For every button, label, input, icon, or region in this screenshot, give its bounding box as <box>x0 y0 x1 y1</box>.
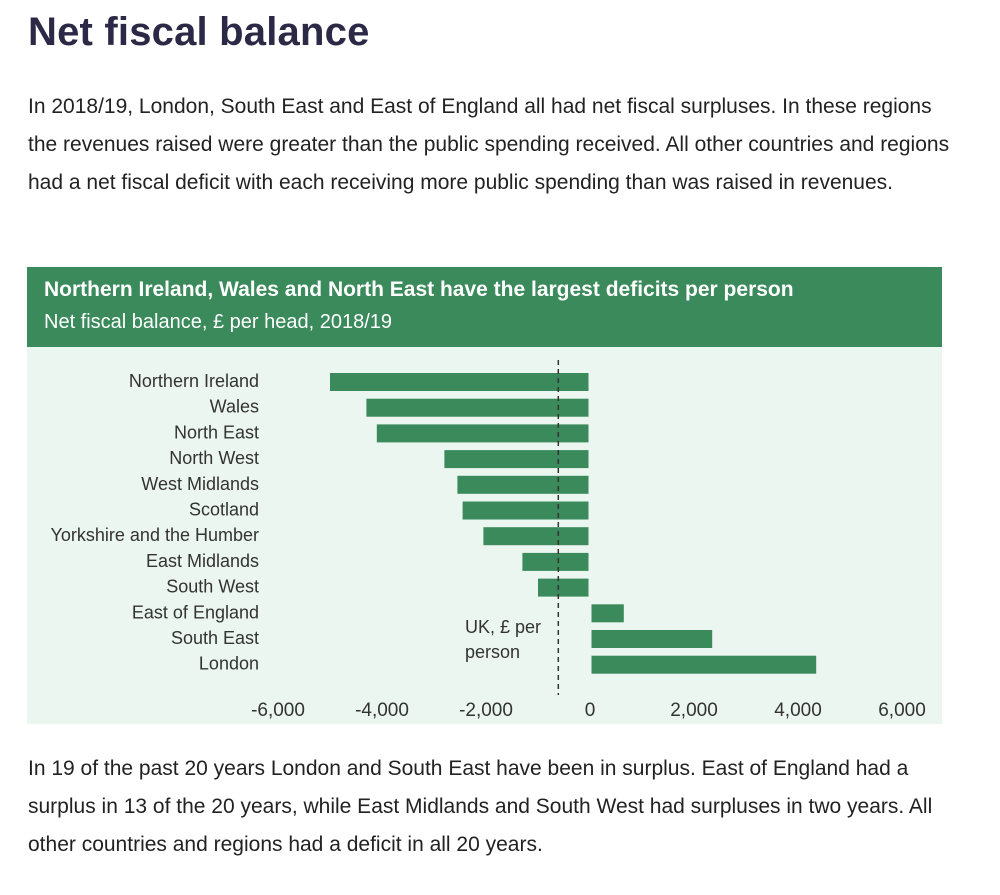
category-label: South East <box>171 628 259 648</box>
bar <box>330 373 589 391</box>
bar <box>444 450 589 469</box>
chart-title: Northern Ireland, Wales and North East h… <box>44 278 794 301</box>
x-tick-label: 6,000 <box>878 700 926 721</box>
category-label: Wales <box>210 397 259 417</box>
uk-average-label: person <box>465 642 520 662</box>
x-tick-label: -4,000 <box>355 700 409 721</box>
x-tick-label: -6,000 <box>251 700 305 721</box>
x-tick-label: 2,000 <box>670 700 718 721</box>
bar <box>376 424 589 443</box>
x-tick-label: -2,000 <box>459 700 513 721</box>
bar-chart: Northern Ireland Wales North East North Wes… <box>51 360 926 721</box>
bar <box>462 501 589 520</box>
bar <box>522 552 589 571</box>
intro-paragraph: In 2018/19, London, South East and East … <box>28 95 950 194</box>
bar <box>483 527 589 546</box>
category-label: Northern Ireland <box>129 371 259 391</box>
chart-subtitle: Net fiscal balance, £ per head, 2018/19 <box>44 311 393 333</box>
category-label: East Midlands <box>146 551 259 571</box>
category-label: East of England <box>132 602 259 622</box>
bar <box>591 604 624 623</box>
category-label: North East <box>174 422 259 442</box>
x-tick-label: 4,000 <box>774 700 822 721</box>
category-label: South West <box>166 577 259 597</box>
category-label: London <box>199 654 259 674</box>
category-label: West Midlands <box>141 474 259 494</box>
bar <box>538 578 589 597</box>
uk-average-label: UK, £ per <box>465 617 541 637</box>
page-title: Net fiscal balance <box>28 10 370 54</box>
bar <box>457 475 589 494</box>
bar <box>366 398 589 417</box>
outro-paragraph: In 19 of the past 20 years London and So… <box>28 757 933 856</box>
bar <box>591 630 713 648</box>
category-label: North West <box>169 448 259 468</box>
chart-panel: Northern Ireland, Wales and North East h… <box>27 267 942 724</box>
x-tick-label: 0 <box>585 700 596 721</box>
chart-header: Northern Ireland, Wales and North East h… <box>27 267 942 347</box>
category-label: Yorkshire and the Humber <box>51 525 259 545</box>
bar <box>591 655 817 674</box>
category-label: Scotland <box>189 500 259 520</box>
